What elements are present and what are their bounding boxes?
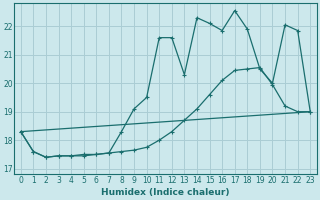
X-axis label: Humidex (Indice chaleur): Humidex (Indice chaleur) xyxy=(101,188,230,197)
